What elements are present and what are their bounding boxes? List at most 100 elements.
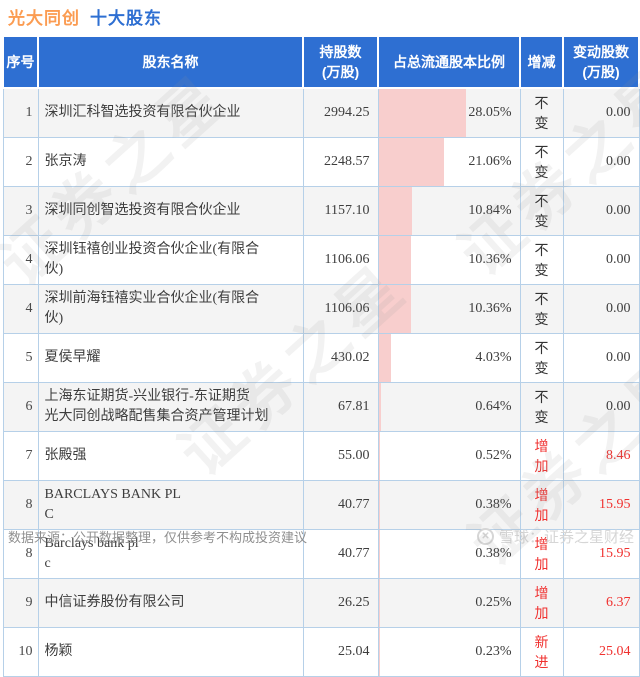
pct-label: 10.36% [468,252,512,267]
table-row: 6 上海东证期货-兴业银行-东证期货 光大同创战略配售集合资产管理计划 67.81 0… [2,382,640,432]
table-row: 9 中信证券股份有限公司 26.25 0.25% 增加 6.37 [2,578,640,628]
change-shares-cell: 25.04 [562,627,640,677]
pct-bar [378,285,411,333]
data-source-note: 数据来源：公开数据整理，仅供参考不构成投资建议 [8,529,308,545]
footer: 数据来源：公开数据整理，仅供参考不构成投资建议 ✕ 雪球：证券之星财经 [8,524,634,548]
pct-bar [378,138,445,186]
table-row: 8 BARCLAYS BANK PL C 40.77 0.38% 增加 15.95 [2,480,640,530]
rank-cell: 9 [2,578,39,628]
pct-of-float-cell: 0.23% [377,627,521,677]
pct-bar [378,383,381,431]
header-change-type: 增减 [519,35,564,89]
shareholder-name-cell: 夏侯早耀 [37,333,304,383]
pct-of-float-cell: 0.52% [377,431,521,481]
rank-cell: 2 [2,137,39,187]
pct-bar [378,579,380,627]
change-shares-cell: 0.00 [562,333,640,383]
pct-label: 0.64% [475,399,512,414]
change-shares-cell: 0.00 [562,382,640,432]
page-title: 光大同创 十大股东 [8,4,162,29]
shares-held-cell: 26.25 [302,578,379,628]
change-type-cell: 增加 [519,431,564,481]
table-row: 4 深圳前海钰禧实业合伙企业(有限合 伙) 1106.06 10.36% 不变 0.00 [2,284,640,334]
change-shares-cell: 6.37 [562,578,640,628]
shares-held-cell: 1106.06 [302,235,379,285]
table-header: 序号 股东名称 持股数 (万股) 占总流通股本比例 增减 变动股数 (万股) [2,35,640,89]
pct-label: 0.25% [475,595,512,610]
brand-text: 雪球：证券之星财经 [498,528,634,546]
pct-of-float-cell: 0.38% [377,480,521,530]
pct-label: 4.03% [475,350,512,365]
stock-name: 光大同创 [8,9,80,28]
change-shares-cell: 0.00 [562,235,640,285]
rank-cell: 4 [2,235,39,285]
pct-of-float-cell: 10.36% [377,284,521,334]
pct-bar [378,432,381,480]
pct-of-float-cell: 0.64% [377,382,521,432]
change-type-cell: 增加 [519,480,564,530]
change-type-cell: 不变 [519,137,564,187]
brand-credit: ✕ 雪球：证券之星财经 [476,526,634,547]
pct-of-float-cell: 10.36% [377,235,521,285]
shareholder-name-cell: 上海东证期货-兴业银行-东证期货 光大同创战略配售集合资产管理计划 [37,382,304,432]
pct-bar [378,187,413,235]
header-shareholder-name: 股东名称 [37,35,304,89]
pct-label: 0.38% [475,497,512,512]
pct-label: 0.52% [475,448,512,463]
pct-bar [378,481,380,529]
change-type-cell: 不变 [519,284,564,334]
shareholder-name-cell: BARCLAYS BANK PL C [37,480,304,530]
table-row: 5 夏侯早耀 430.02 4.03% 不变 0.00 [2,333,640,383]
pct-label: 21.06% [468,154,512,169]
change-type-cell: 不变 [519,333,564,383]
pct-of-float-cell: 28.05% [377,87,521,138]
rank-cell: 1 [2,87,39,138]
pct-label: 0.23% [475,644,512,659]
table-row: 2 张京涛 2248.57 21.06% 不变 0.00 [2,137,640,187]
shares-held-cell: 430.02 [302,333,379,383]
change-shares-cell: 0.00 [562,186,640,236]
shares-held-cell: 55.00 [302,431,379,481]
change-type-cell: 新进 [519,627,564,677]
change-type-cell: 增加 [519,578,564,628]
shareholder-name-cell: 杨颖 [37,627,304,677]
rank-cell: 8 [2,480,39,530]
pct-label: 0.38% [475,546,512,561]
rank-cell: 3 [2,186,39,236]
table-row: 1 深圳汇科智选投资有限合伙企业 2994.25 28.05% 不变 0.00 [2,87,640,138]
shares-held-cell: 1157.10 [302,186,379,236]
header-rank: 序号 [2,35,39,89]
rank-cell: 6 [2,382,39,432]
shares-held-cell: 25.04 [302,627,379,677]
header-pct-of-float: 占总流通股本比例 [377,35,521,89]
pct-of-float-cell: 10.84% [377,186,521,236]
shareholder-name-cell: 深圳钰禧创业投资合伙企业(有限合 伙) [37,235,304,285]
header-change-shares: 变动股数 (万股) [562,35,640,89]
shareholder-name-cell: 张殿强 [37,431,304,481]
change-type-cell: 不变 [519,382,564,432]
change-shares-cell: 15.95 [562,480,640,530]
header-shares-held: 持股数 (万股) [302,35,379,89]
change-shares-cell: 0.00 [562,87,640,138]
top-shareholders-table: 序号 股东名称 持股数 (万股) 占总流通股本比例 增减 变动股数 (万股) 1… [2,35,640,677]
change-shares-cell: 0.00 [562,284,640,334]
change-type-cell: 不变 [519,235,564,285]
shares-held-cell: 2248.57 [302,137,379,187]
shareholder-name-cell: 深圳同创智选投资有限合伙企业 [37,186,304,236]
change-type-cell: 不变 [519,87,564,138]
shares-held-cell: 1106.06 [302,284,379,334]
rank-cell: 4 [2,284,39,334]
rank-cell: 7 [2,431,39,481]
change-shares-cell: 0.00 [562,137,640,187]
xueqiu-camera-icon: ✕ [476,527,494,545]
table-row: 10 杨颖 25.04 0.23% 新进 25.04 [2,627,640,677]
pct-bar [378,334,392,382]
shareholder-name-cell: 中信证券股份有限公司 [37,578,304,628]
shares-held-cell: 2994.25 [302,87,379,138]
shareholder-name-cell: 深圳前海钰禧实业合伙企业(有限合 伙) [37,284,304,334]
pct-label: 10.84% [468,203,512,218]
pct-of-float-cell: 0.25% [377,578,521,628]
table-body: 1 深圳汇科智选投资有限合伙企业 2994.25 28.05% 不变 0.00 2 张京涛 22… [2,87,640,677]
pct-of-float-cell: 4.03% [377,333,521,383]
shareholder-name-cell: 深圳汇科智选投资有限合伙企业 [37,87,304,138]
